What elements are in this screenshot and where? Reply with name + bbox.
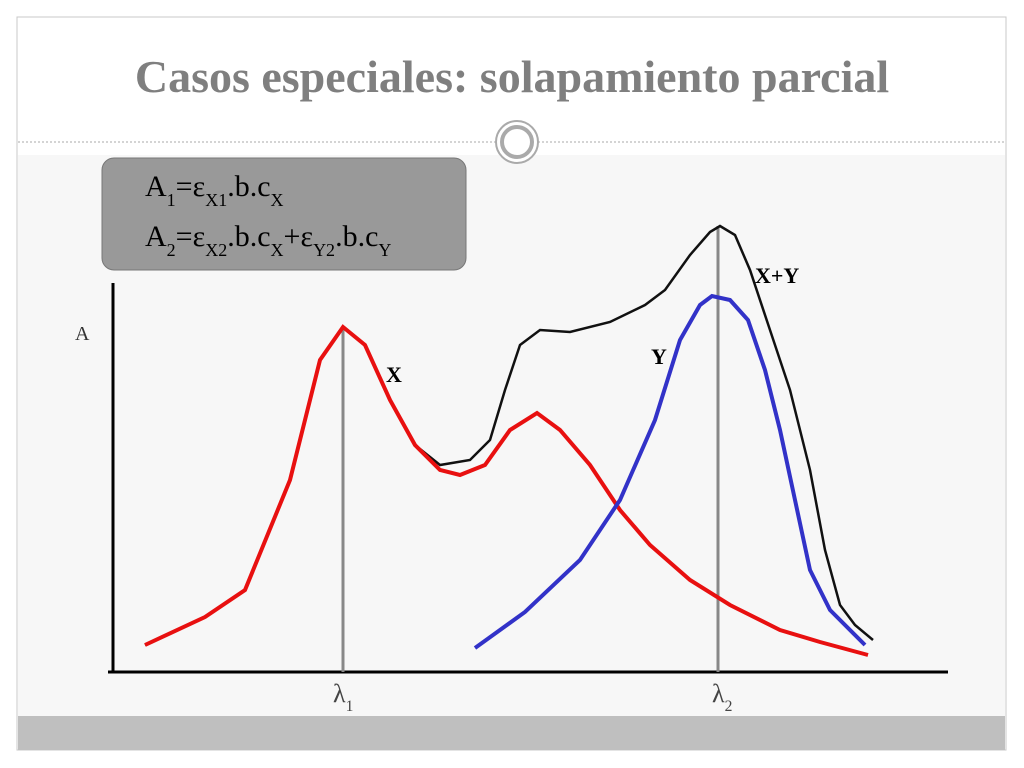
wavelength-label: λ1 (333, 679, 353, 715)
wavelength-label: λ2 (712, 679, 732, 715)
text-part: A (145, 220, 167, 253)
text-part: λ (712, 679, 725, 708)
subscript: X (271, 240, 284, 260)
axis-label: A (75, 323, 90, 345)
text-part: .b.c (335, 220, 378, 253)
x-curve (144, 324, 869, 657)
x-label: X (386, 362, 402, 387)
subscript: 2 (167, 240, 176, 260)
text-part: .b.c (227, 220, 270, 253)
formula: A1=εX1.b.cX (145, 170, 284, 210)
text-part: =ε (176, 220, 206, 253)
footer-bar (18, 716, 1005, 750)
subscript: Y2 (313, 240, 335, 260)
sum-label: X+Y (755, 263, 799, 288)
text-part: +ε (284, 220, 314, 253)
wavelength-labels: λ1 λ2 (333, 679, 732, 715)
y-curve (473, 293, 867, 650)
subscript: 1 (167, 190, 176, 210)
divider-ornament-inner (500, 125, 534, 159)
subscript: 1 (346, 698, 354, 715)
subscript: Y (378, 240, 391, 260)
text-part: A (145, 170, 167, 203)
text-part: λ (333, 679, 346, 708)
text-part: .b.c (227, 170, 270, 203)
subscript: X2 (205, 240, 227, 260)
subscript: 2 (725, 698, 733, 715)
y-label: Y (651, 344, 667, 369)
title: Casos especiales: solapamiento parcial (135, 51, 889, 102)
subscript: X (271, 190, 284, 210)
formula: A2=εX2.b.cX+εY2.b.cY (145, 220, 391, 260)
subscript: X1 (205, 190, 227, 210)
formula-box (101, 157, 467, 271)
text-part: =ε (176, 170, 206, 203)
